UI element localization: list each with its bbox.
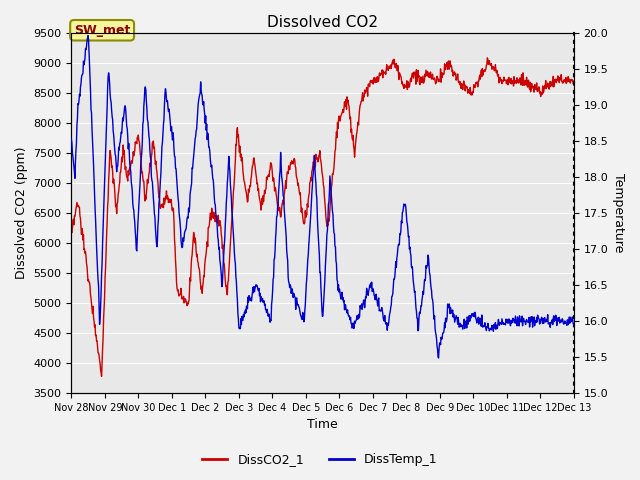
Legend: DissCO2_1, DissTemp_1: DissCO2_1, DissTemp_1	[197, 448, 443, 471]
Y-axis label: Temperature: Temperature	[612, 173, 625, 252]
Text: SW_met: SW_met	[74, 24, 131, 37]
Title: Dissolved CO2: Dissolved CO2	[267, 15, 378, 30]
Y-axis label: Dissolved CO2 (ppm): Dissolved CO2 (ppm)	[15, 146, 28, 279]
X-axis label: Time: Time	[307, 419, 338, 432]
